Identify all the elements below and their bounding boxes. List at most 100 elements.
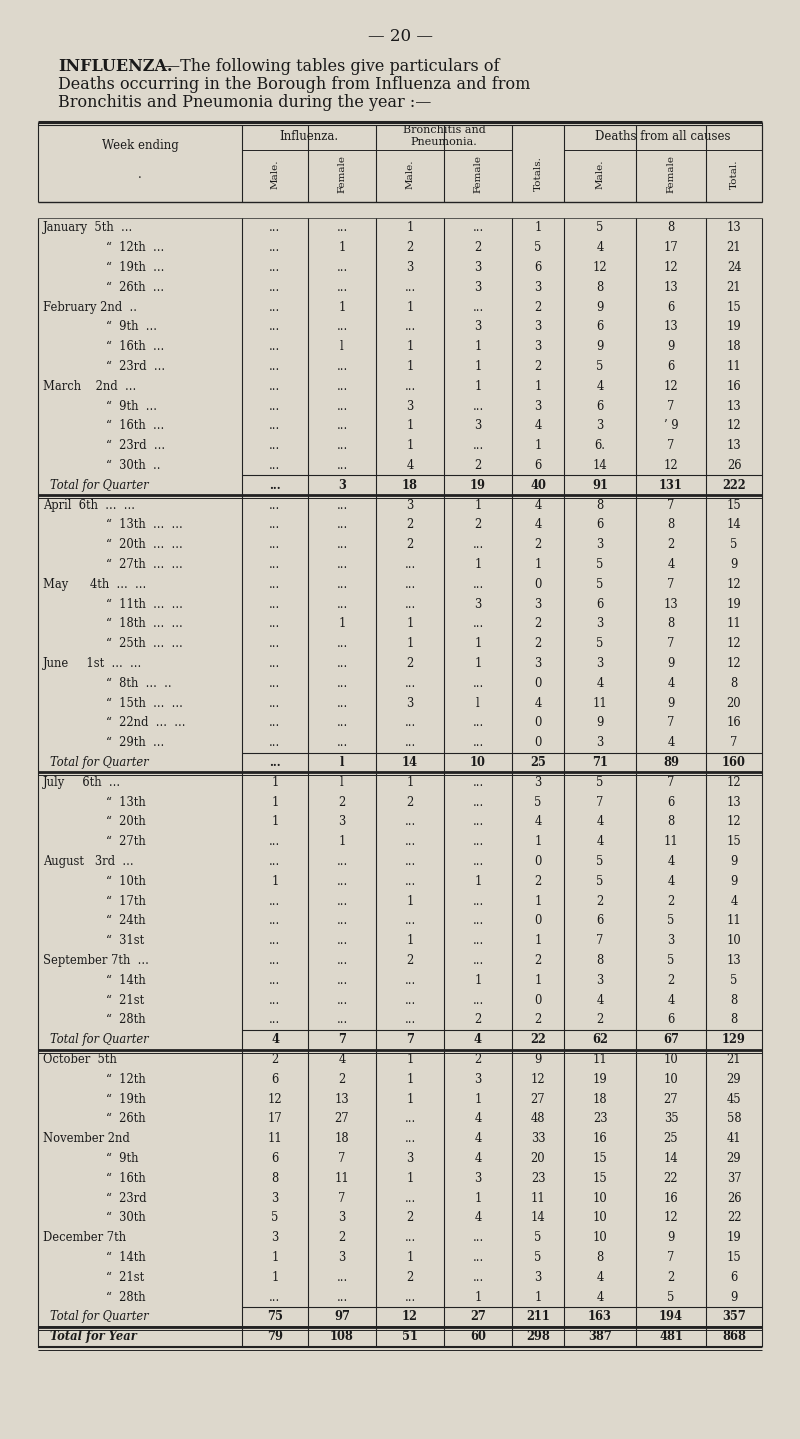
- Text: 3: 3: [406, 400, 414, 413]
- Text: 6: 6: [596, 914, 604, 927]
- Text: April  6th  ...  ...: April 6th ... ...: [43, 498, 135, 512]
- Text: ...: ...: [270, 993, 281, 1007]
- Text: August   3rd  ...: August 3rd ...: [43, 855, 134, 868]
- Text: 12: 12: [726, 419, 742, 432]
- Text: ...: ...: [336, 419, 348, 432]
- Text: 1: 1: [474, 558, 482, 571]
- Text: “  27th: “ 27th: [106, 835, 146, 848]
- Text: ...: ...: [472, 993, 484, 1007]
- Text: 12: 12: [664, 380, 678, 393]
- Text: October  5th: October 5th: [43, 1053, 117, 1066]
- Text: 9: 9: [596, 301, 604, 314]
- Text: ...: ...: [336, 439, 348, 452]
- Text: 0: 0: [534, 717, 542, 730]
- Text: 4: 4: [474, 1153, 482, 1166]
- Text: 1: 1: [474, 974, 482, 987]
- Text: Bronchitis and Pneumonia during the year :—: Bronchitis and Pneumonia during the year…: [58, 94, 431, 111]
- Text: March    2nd  ...: March 2nd ...: [43, 380, 136, 393]
- Text: ...: ...: [404, 875, 416, 888]
- Text: ...: ...: [336, 855, 348, 868]
- Text: 2: 2: [596, 1013, 604, 1026]
- Text: ...: ...: [472, 954, 484, 967]
- Text: 14: 14: [402, 755, 418, 768]
- Text: “  14th: “ 14th: [106, 1250, 146, 1263]
- Text: 1: 1: [474, 360, 482, 373]
- Text: “  30th: “ 30th: [106, 1212, 146, 1225]
- Text: 16: 16: [726, 717, 742, 730]
- Text: 13: 13: [664, 281, 678, 294]
- Text: 25: 25: [664, 1132, 678, 1145]
- Text: 3: 3: [474, 1171, 482, 1184]
- Text: 3: 3: [474, 260, 482, 273]
- Text: ...: ...: [270, 578, 281, 591]
- Text: 26: 26: [726, 459, 742, 472]
- Text: 13: 13: [726, 954, 742, 967]
- Text: Total for Year: Total for Year: [50, 1330, 137, 1343]
- Text: 2: 2: [406, 1212, 414, 1225]
- Text: 1: 1: [534, 1291, 542, 1304]
- Text: 1: 1: [406, 222, 414, 235]
- Text: “  10th: “ 10th: [106, 875, 146, 888]
- Text: ...: ...: [404, 1232, 416, 1245]
- Text: ...: ...: [472, 400, 484, 413]
- Text: ...: ...: [404, 816, 416, 829]
- Text: 1: 1: [474, 637, 482, 650]
- Text: 194: 194: [659, 1311, 683, 1324]
- Text: ...: ...: [336, 676, 348, 689]
- Text: ...: ...: [270, 1013, 281, 1026]
- Text: 6.: 6.: [594, 439, 606, 452]
- Text: 16: 16: [593, 1132, 607, 1145]
- Text: ...: ...: [472, 717, 484, 730]
- Text: ...: ...: [336, 737, 348, 750]
- Text: 19: 19: [470, 479, 486, 492]
- Text: 2: 2: [534, 637, 542, 650]
- Text: ...: ...: [336, 696, 348, 709]
- Text: 4: 4: [534, 816, 542, 829]
- Text: September 7th  ...: September 7th ...: [43, 954, 149, 967]
- Text: 1: 1: [406, 340, 414, 353]
- Text: 29: 29: [726, 1073, 742, 1086]
- Text: 1: 1: [406, 1053, 414, 1066]
- Text: 2: 2: [474, 459, 482, 472]
- Text: 5: 5: [730, 538, 738, 551]
- Text: ...: ...: [472, 578, 484, 591]
- Text: 12: 12: [726, 658, 742, 671]
- Text: Male.: Male.: [406, 160, 414, 189]
- Text: 1: 1: [271, 816, 278, 829]
- Text: 1: 1: [474, 658, 482, 671]
- Text: ...: ...: [336, 875, 348, 888]
- Text: 3: 3: [534, 658, 542, 671]
- Text: Male.: Male.: [270, 160, 279, 189]
- Text: 1: 1: [406, 439, 414, 452]
- Text: ...: ...: [270, 895, 281, 908]
- Text: 6: 6: [596, 597, 604, 610]
- Text: ...: ...: [472, 895, 484, 908]
- Text: 3: 3: [406, 260, 414, 273]
- Text: 18: 18: [726, 340, 742, 353]
- Text: 2: 2: [406, 518, 414, 531]
- Text: 1: 1: [474, 1092, 482, 1105]
- Text: “  13th: “ 13th: [106, 796, 146, 809]
- Text: 4: 4: [596, 816, 604, 829]
- Text: 2: 2: [534, 617, 542, 630]
- Text: 19: 19: [726, 597, 742, 610]
- Text: 1: 1: [338, 835, 346, 848]
- Text: ...: ...: [336, 1013, 348, 1026]
- Text: 10: 10: [664, 1073, 678, 1086]
- Text: ’ 9: ’ 9: [664, 419, 678, 432]
- Text: 4: 4: [596, 993, 604, 1007]
- Text: “  11th  ...  ...: “ 11th ... ...: [106, 597, 183, 610]
- Text: 2: 2: [667, 1271, 674, 1284]
- Text: February 2nd  ..: February 2nd ..: [43, 301, 137, 314]
- Text: ...: ...: [404, 676, 416, 689]
- Text: 11: 11: [530, 1191, 546, 1204]
- Text: 1: 1: [406, 419, 414, 432]
- Text: 5: 5: [596, 875, 604, 888]
- Text: 387: 387: [588, 1330, 612, 1343]
- Text: 9: 9: [667, 696, 674, 709]
- Text: 14: 14: [530, 1212, 546, 1225]
- Text: 3: 3: [534, 321, 542, 334]
- Text: ...: ...: [270, 737, 281, 750]
- Text: 51: 51: [402, 1330, 418, 1343]
- Text: ...: ...: [270, 242, 281, 255]
